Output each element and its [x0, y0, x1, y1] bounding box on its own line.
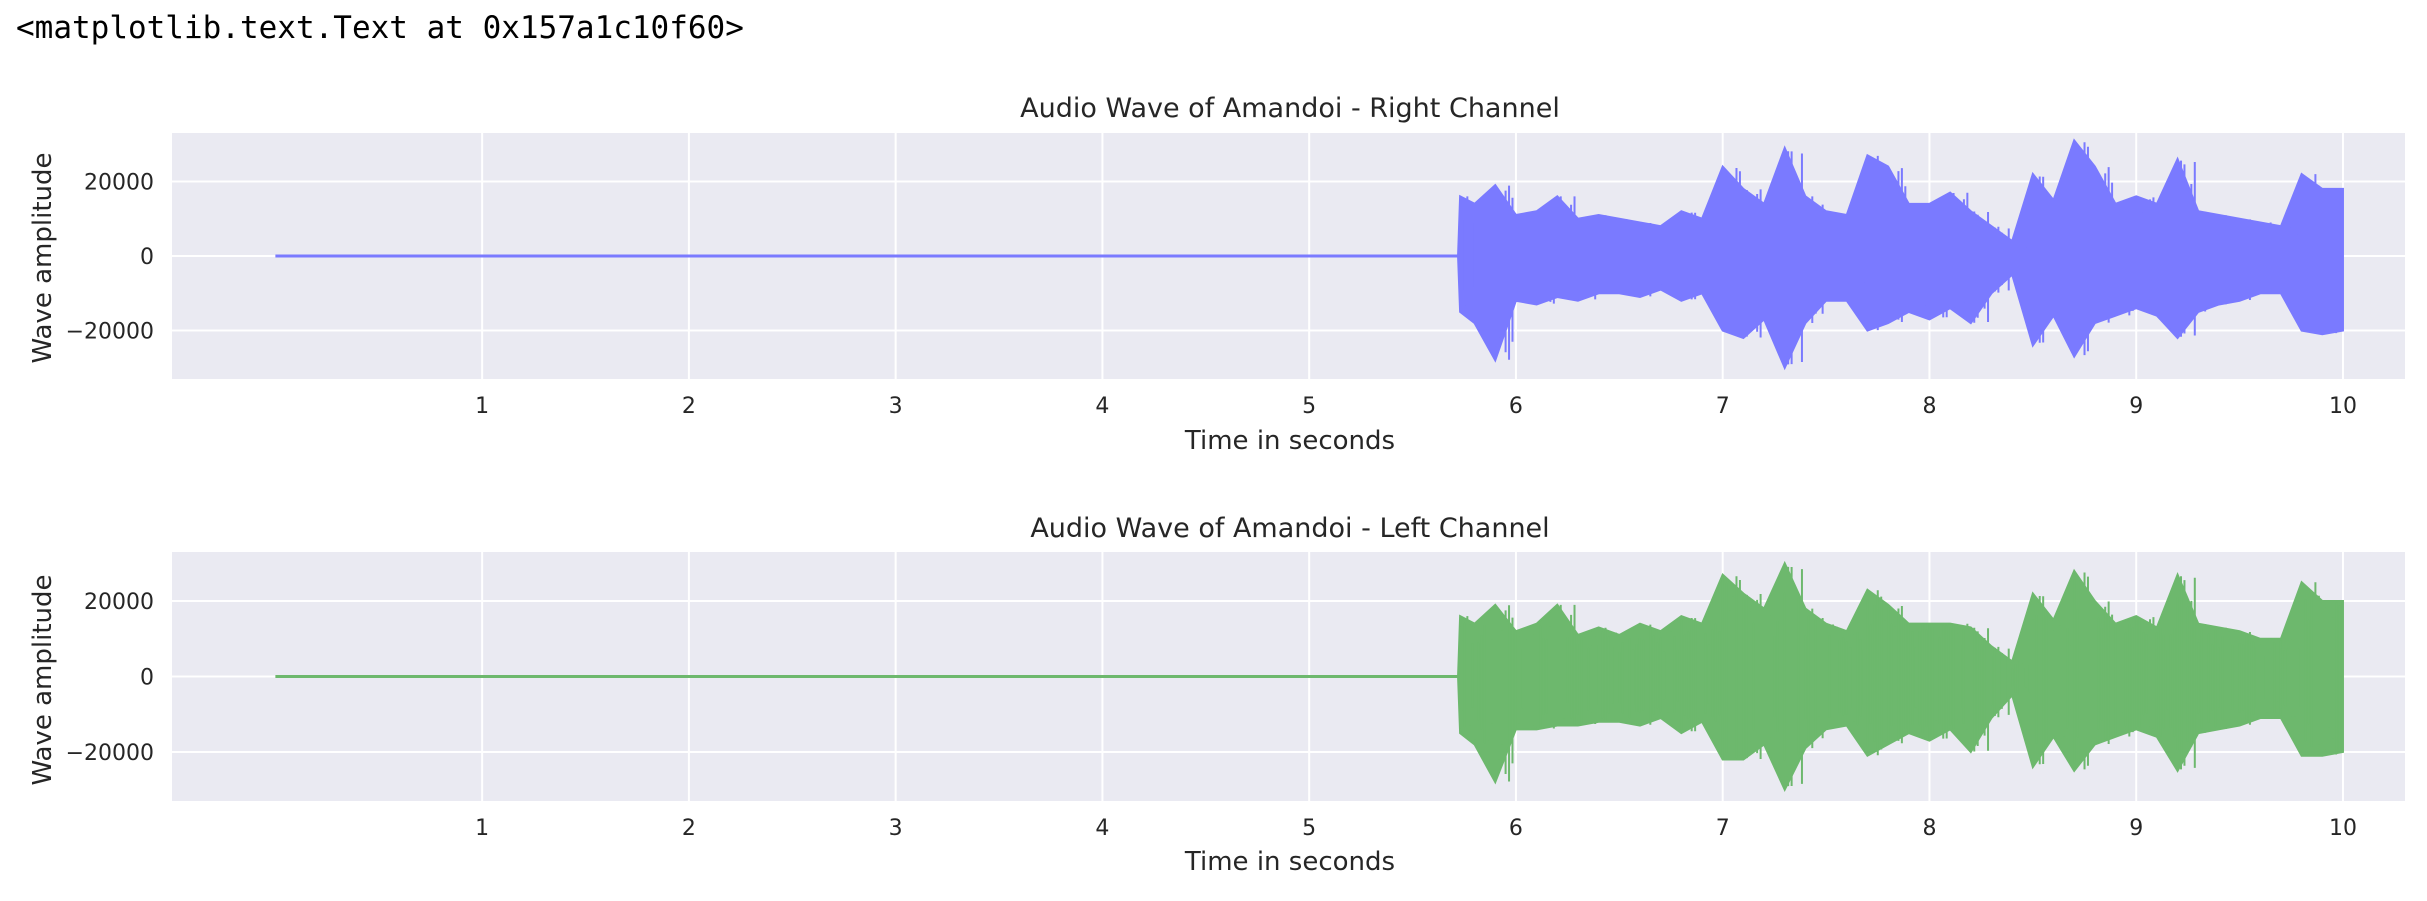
x-tick-label: 4	[1095, 816, 1109, 841]
x-tick-label: 2	[682, 394, 696, 419]
x-tick-labels: 1 2 3 4 5 6 7 8 9 10	[475, 394, 2357, 419]
waveform-series	[275, 560, 2344, 793]
y-tick-label: 0	[140, 666, 154, 691]
chart-title: Audio Wave of Amandoi - Left Channel	[1030, 513, 1549, 544]
x-tick-label: 6	[1509, 816, 1523, 841]
y-tick-label: 20000	[84, 170, 154, 195]
x-tick-label: 6	[1509, 394, 1523, 419]
chart-title: Audio Wave of Amandoi - Right Channel	[1020, 93, 1560, 124]
subplot-left-channel: Audio Wave of Amandoi - Left Channel 1 2 3…	[28, 513, 2405, 877]
x-tick-label: 3	[889, 394, 903, 419]
x-tick-label: 9	[2129, 816, 2143, 841]
x-tick-label: 4	[1095, 394, 1109, 419]
x-tick-label: 10	[2329, 816, 2357, 841]
y-tick-labels: 20000 0 −20000	[66, 590, 154, 766]
y-tick-label: −20000	[66, 741, 154, 766]
x-tick-label: 9	[2129, 394, 2143, 419]
x-tick-label: 5	[1302, 394, 1316, 419]
x-tick-label: 10	[2329, 394, 2357, 419]
x-tick-label: 1	[475, 394, 489, 419]
x-axis-label: Time in seconds	[1184, 426, 1395, 456]
x-tick-labels: 1 2 3 4 5 6 7 8 9 10	[475, 816, 2357, 841]
x-tick-label: 1	[475, 816, 489, 841]
x-axis-label: Time in seconds	[1184, 847, 1395, 877]
x-tick-label: 5	[1302, 816, 1316, 841]
subplot-right-channel: Audio Wave of Amandoi - Right Channel 1 2…	[28, 93, 2405, 456]
x-tick-label: 8	[1922, 394, 1936, 419]
x-tick-label: 3	[889, 816, 903, 841]
x-tick-label: 2	[682, 816, 696, 841]
y-axis-label: Wave amplitude	[28, 152, 58, 363]
y-tick-label: 0	[140, 245, 154, 270]
y-axis-label: Wave amplitude	[28, 574, 58, 785]
x-tick-label: 8	[1922, 816, 1936, 841]
y-tick-labels: 20000 0 −20000	[66, 170, 154, 344]
cell-output-text: <matplotlib.text.Text at 0x157a1c10f60>	[16, 10, 744, 46]
y-tick-label: −20000	[66, 320, 154, 345]
x-tick-label: 7	[1716, 816, 1730, 841]
x-tick-label: 7	[1716, 394, 1730, 419]
waveform-series	[275, 138, 2344, 371]
y-tick-label: 20000	[84, 590, 154, 615]
